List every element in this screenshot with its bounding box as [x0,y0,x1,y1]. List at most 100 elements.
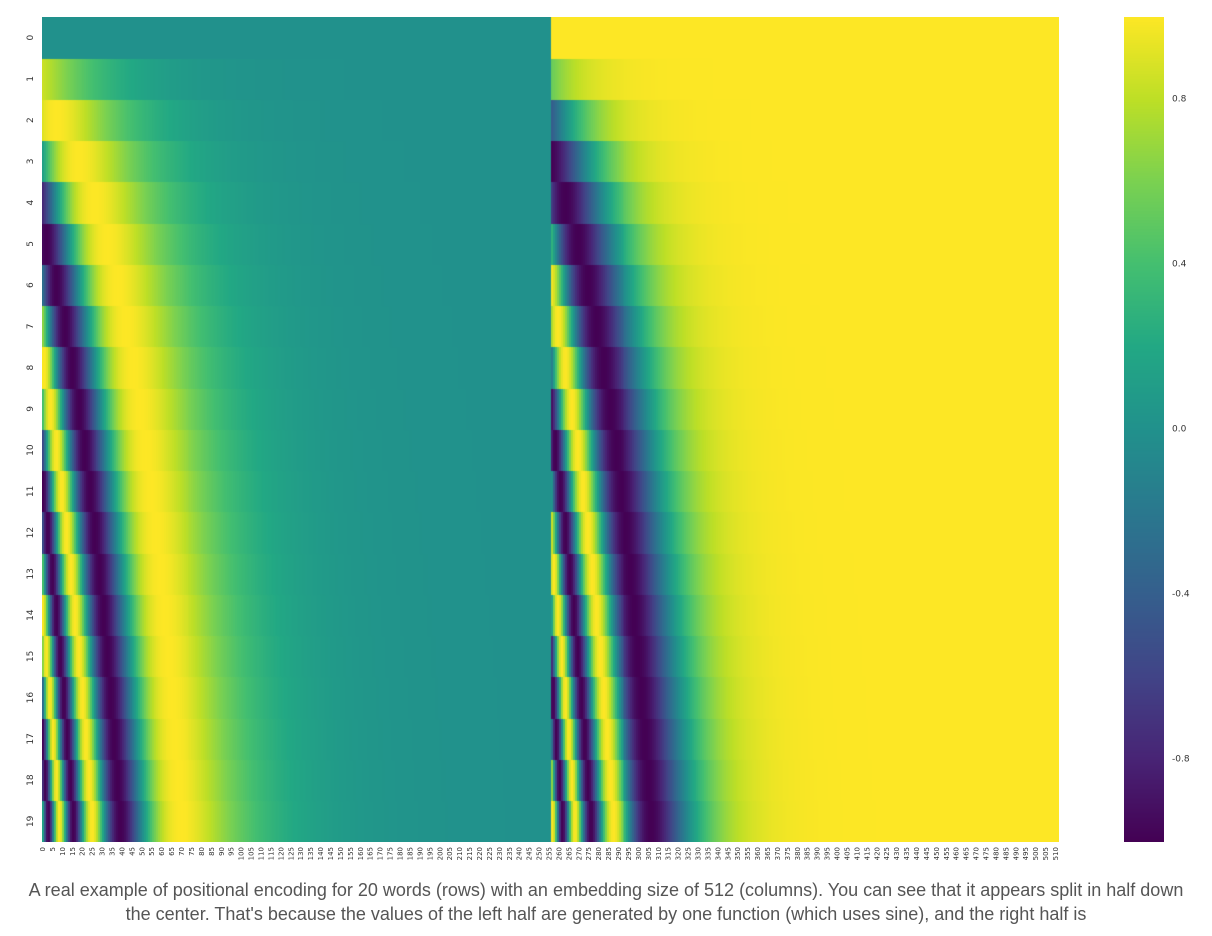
x-tick-label: 460 [953,847,961,860]
x-tick-label: 375 [784,847,792,860]
x-tick-label: 150 [337,847,345,860]
colorbar [1124,17,1164,842]
x-tick-label: 145 [327,847,335,860]
y-tick-label: 14 [26,609,36,621]
x-tick-label: 415 [863,847,871,860]
x-tick-label: 340 [714,847,722,860]
x-tick-label: 215 [466,847,474,860]
x-tick-label: 205 [446,847,454,860]
x-tick-label: 170 [377,847,385,860]
x-tick-label: 115 [267,847,275,860]
x-tick-label: 15 [69,847,77,856]
y-tick-label: 2 [26,117,36,123]
y-tick-label: 11 [26,486,36,497]
x-tick-label: 370 [774,847,782,860]
colorbar-tick-label: -0.4 [1172,590,1190,600]
x-tick-label: 395 [824,847,832,860]
y-tick-label: 5 [26,241,36,247]
x-tick-label: 480 [992,847,1000,860]
x-tick-label: 505 [1042,847,1050,860]
colorbar-tick-labels: 0.8 0.4 0.0 -0.4 -0.8 [1172,95,1190,765]
x-tick-label: 35 [109,847,117,856]
x-tick-label: 180 [397,847,405,860]
x-tick-label: 240 [516,847,524,860]
x-tick-label: 335 [704,847,712,860]
x-tick-label: 200 [436,847,444,860]
x-tick-label: 330 [695,847,703,860]
x-tick-label: 45 [128,847,136,856]
y-tick-label: 10 [26,444,36,456]
x-tick-label: 80 [198,847,206,856]
x-tick-label: 490 [1012,847,1020,860]
x-tick-label: 255 [546,847,554,860]
x-tick-label: 210 [456,847,464,860]
x-tick-label: 105 [248,847,256,860]
x-tick-label: 410 [853,847,861,860]
x-tick-label: 140 [317,847,325,860]
x-tick-label: 90 [218,847,226,856]
y-tick-label: 8 [26,364,36,370]
x-tick-label: 175 [387,847,395,860]
x-tick-label: 30 [99,847,107,856]
x-tick-label: 40 [118,847,126,856]
x-tick-label: 390 [814,847,822,860]
x-tick-label: 300 [635,847,643,860]
x-tick-label: 430 [893,847,901,860]
y-tick-label: 13 [26,568,36,579]
x-tick-label: 500 [1032,847,1040,860]
y-tick-label: 4 [26,199,36,205]
x-tick-label: 270 [575,847,583,860]
x-tick-label: 445 [923,847,931,860]
x-tick-label: 220 [476,847,484,860]
x-tick-label: 5 [49,847,57,851]
x-tick-label: 160 [357,847,365,860]
x-tick-label: 350 [734,847,742,860]
x-tick-label: 110 [258,847,266,860]
x-tick-label: 400 [834,847,842,860]
colorbar-tick-label: 0.4 [1172,260,1187,270]
x-tick-label: 60 [158,847,166,856]
x-tick-label: 155 [347,847,355,860]
x-tick-label: 225 [486,847,494,860]
x-tick-label: 85 [208,847,216,856]
x-tick-label: 450 [933,847,941,860]
x-tick-label: 135 [307,847,315,860]
y-tick-label: 16 [26,692,36,704]
x-tick-label: 245 [526,847,534,860]
y-tick-label: 7 [26,324,36,330]
x-tick-label: 185 [407,847,415,860]
y-tick-label: 15 [26,651,36,662]
x-tick-label: 50 [138,847,146,856]
x-tick-label: 345 [724,847,732,860]
x-tick-label: 405 [844,847,852,860]
x-tick-label: 130 [297,847,305,860]
x-tick-label: 310 [655,847,663,860]
x-tick-label: 65 [168,847,176,856]
y-tick-label: 1 [26,76,36,82]
x-tick-label: 470 [973,847,981,860]
heatmap-figure: 0 1 2 3 4 5 6 7 8 9 10 11 12 13 14 15 16 17 18 19 0 5 10 15 20 2… [26,17,1190,860]
y-tick-label: 18 [26,774,36,786]
y-tick-label: 0 [26,34,36,40]
x-tick-label: 315 [665,847,673,860]
x-tick-label: 95 [228,847,236,856]
x-tick-label: 435 [903,847,911,860]
x-tick-label: 475 [983,847,991,860]
x-tick-label: 275 [585,847,593,860]
x-tick-label: 70 [178,847,186,856]
y-tick-label: 9 [26,406,36,412]
x-tick-label: 355 [744,847,752,860]
colorbar-tick-label: -0.8 [1172,755,1190,765]
x-tick-label: 285 [605,847,613,860]
x-tick-label: 360 [754,847,762,860]
x-tick-label: 295 [625,847,633,860]
colorbar-tick-label: 0.0 [1172,425,1187,435]
x-tick-label: 25 [89,847,97,856]
x-tick-label: 455 [943,847,951,860]
x-tick-label: 75 [188,847,196,856]
x-tick-label: 250 [536,847,544,860]
colorbar-tick-label: 0.8 [1172,95,1187,105]
y-tick-label: 12 [26,527,36,538]
x-tick-label: 0 [39,847,47,851]
